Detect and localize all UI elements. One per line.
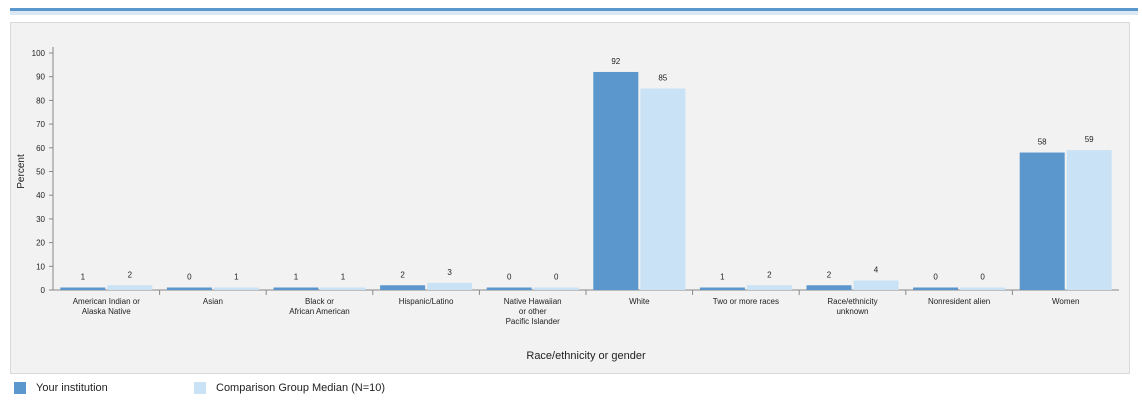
bar-0: [380, 285, 426, 290]
y-tick-label: 20: [36, 239, 45, 248]
x-tick-label: Hispanic/Latino: [399, 297, 454, 306]
bar-0: [166, 287, 212, 290]
bar-1: [853, 280, 899, 290]
bar-1: [960, 287, 1006, 290]
x-tick-label: Race/ethnicity: [827, 297, 877, 306]
data-label: 2: [767, 270, 772, 279]
bar-1: [640, 88, 686, 290]
legend-swatch-institution: [14, 382, 26, 394]
bar-1: [533, 287, 579, 290]
legend: Your institution Comparison Group Median…: [10, 376, 1130, 400]
data-label: 2: [400, 270, 405, 279]
y-tick-label: 60: [36, 144, 45, 153]
data-label: 3: [447, 268, 452, 277]
y-tick-label: 40: [36, 191, 45, 200]
legend-item-institution: Your institution: [14, 382, 108, 394]
x-tick-label: unknown: [836, 307, 868, 316]
data-label: 0: [187, 273, 192, 282]
bar-1: [1066, 150, 1112, 290]
data-label: 1: [234, 273, 239, 282]
data-label: 1: [294, 273, 299, 282]
data-label: 1: [720, 273, 725, 282]
top-rule-shadow: [10, 11, 1138, 15]
data-label: 0: [554, 273, 559, 282]
x-tick-label: Women: [1052, 297, 1079, 306]
legend-item-comparison: Comparison Group Median (N=10): [194, 382, 385, 394]
bar-0: [806, 285, 852, 290]
bar-0: [60, 287, 106, 290]
data-label: 1: [341, 273, 346, 282]
data-label: 85: [658, 74, 667, 83]
bar-0: [486, 287, 532, 290]
x-tick-label: African American: [289, 307, 349, 316]
bar-1: [320, 287, 366, 290]
x-tick-label: or other: [519, 307, 547, 316]
data-label: 4: [874, 266, 879, 275]
x-axis-label: Race/ethnicity or gender: [526, 350, 646, 362]
bar-0: [913, 287, 959, 290]
legend-label-institution: Your institution: [36, 382, 108, 394]
bar-1: [107, 285, 153, 290]
x-tick-label: Native Hawaiian: [504, 297, 562, 306]
data-label: 92: [611, 57, 620, 66]
y-tick-label: 100: [32, 49, 46, 58]
chart-panel: 0 10 20 30 40 50 60 70 80 90 100 Percent 1 2 American …: [10, 22, 1130, 374]
top-rule: [10, 8, 1138, 11]
legend-label-comparison: Comparison Group Median (N=10): [216, 382, 386, 394]
y-tick-label: 30: [36, 215, 45, 224]
bar-1: [427, 282, 473, 290]
x-tick-label: Black or: [305, 297, 334, 306]
y-axis-label: Percent: [16, 154, 27, 189]
data-label: 2: [827, 270, 832, 279]
bar-1: [746, 285, 792, 290]
y-tick-label: 90: [36, 73, 45, 82]
y-tick-label: 70: [36, 120, 45, 129]
bar-0: [273, 287, 319, 290]
x-tick-label: Two or more races: [713, 297, 779, 306]
data-label: 2: [128, 270, 133, 279]
y-tick-label: 50: [36, 168, 45, 177]
data-label: 0: [980, 273, 985, 282]
data-label: 59: [1085, 135, 1094, 144]
x-tick-label: Nonresident alien: [928, 297, 990, 306]
bar-0: [593, 71, 639, 291]
y-tick-label: 80: [36, 96, 45, 105]
bar-1: [213, 287, 259, 290]
data-label: 58: [1038, 138, 1047, 147]
x-tick-label: American Indian or: [73, 297, 140, 306]
data-label: 1: [81, 273, 86, 282]
bar-0: [1019, 152, 1065, 290]
x-tick-label: Alaska Native: [82, 307, 131, 316]
x-tick-label: White: [629, 297, 650, 306]
data-label: 0: [507, 273, 512, 282]
y-tick-label: 0: [41, 286, 46, 295]
x-tick-label: Asian: [203, 297, 223, 306]
x-tick-label: Pacific Islander: [506, 317, 561, 326]
data-label: 0: [933, 273, 938, 282]
legend-swatch-comparison: [194, 382, 206, 394]
y-tick-label: 10: [36, 262, 45, 271]
bar-0: [699, 287, 745, 290]
